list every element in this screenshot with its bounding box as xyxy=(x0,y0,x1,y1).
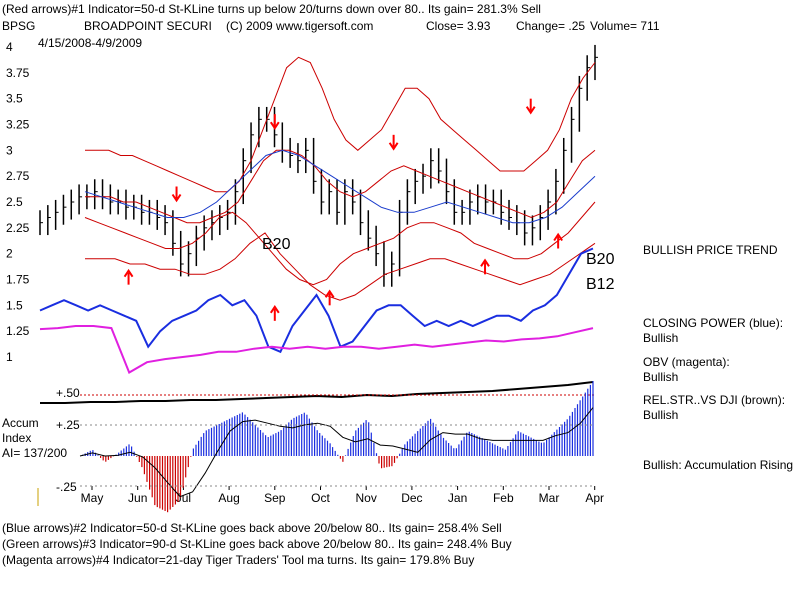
trend-note: BULLISH PRICE TREND xyxy=(643,243,778,257)
x-tick-label: Sep xyxy=(264,491,286,505)
y-tick-label: 4 xyxy=(6,40,13,54)
x-tick-label: Mar xyxy=(539,491,560,505)
x-tick-label: Nov xyxy=(356,491,377,505)
company-name: BROADPOINT SECURI xyxy=(84,19,212,33)
rel-strength-value: Bullish xyxy=(643,408,679,422)
band-mid-lower-line xyxy=(84,201,596,286)
accum-minus25-label: -.25 xyxy=(56,480,77,494)
obv-label: OBV (magenta): xyxy=(643,355,730,369)
y-tick-label: 2.75 xyxy=(6,169,30,183)
down-arrow xyxy=(171,186,182,203)
ai-value: AI= 137/200 xyxy=(2,446,68,460)
y-tick-label: 2 xyxy=(6,247,13,261)
accumulation-ma-line xyxy=(79,407,594,498)
index-title: Index xyxy=(2,431,32,445)
y-tick-label: 3 xyxy=(6,143,13,157)
b20-left-label: B20 xyxy=(262,236,291,253)
y-tick-label: 1.25 xyxy=(6,324,30,338)
accum-plus50-label: +.50 xyxy=(56,386,80,400)
y-tick-label: 3.5 xyxy=(6,92,23,106)
accum-rising-note: Bullish: Accumulation Rising xyxy=(643,458,794,472)
accum-plus25-label: +.25 xyxy=(56,418,80,432)
x-tick-label: Jan xyxy=(448,491,467,505)
up-arrow xyxy=(480,258,490,275)
b20-right-label: B20 xyxy=(586,251,615,268)
y-tick-label: 1.5 xyxy=(6,298,23,312)
footer-line2: (Green arrows)#3 Indicator=90-d St-KLine… xyxy=(2,537,512,551)
closing-power-line xyxy=(39,247,594,354)
x-tick-label: May xyxy=(81,491,104,505)
x-tick-label: Oct xyxy=(311,491,330,505)
closing-power-value: Bullish xyxy=(643,331,679,345)
ticker-symbol: BPSG xyxy=(2,19,36,33)
x-tick-label: Dec xyxy=(401,491,422,505)
moving-average-line xyxy=(84,149,596,224)
x-tick-label: Jul xyxy=(176,491,191,505)
y-tick-label: 3.75 xyxy=(6,66,30,80)
change-value: Change= .25 xyxy=(516,19,586,33)
up-arrow xyxy=(324,289,335,306)
band-lower-line xyxy=(85,232,596,301)
x-axis-ticks: May Jun Jul Aug Sep Oct Nov Dec Jan Feb Mar Apr xyxy=(81,486,604,505)
y-tick-label: 2.25 xyxy=(6,221,30,235)
band-mid-upper-line xyxy=(85,149,596,224)
volume-value: Volume= 711 xyxy=(590,19,660,33)
obv-line xyxy=(39,325,594,374)
down-arrow xyxy=(525,98,536,115)
y-tick-label: 3.25 xyxy=(6,118,30,132)
y-tick-label: 1.75 xyxy=(6,273,30,287)
y-tick-label: 2.5 xyxy=(6,195,23,209)
header-line1: (Red arrows)#1 Indicator=50-d St-KLine t… xyxy=(2,2,541,16)
relative-strength-line xyxy=(40,381,594,404)
close-value: Close= 3.93 xyxy=(426,19,491,33)
date-range: 4/15/2008-4/9/2009 xyxy=(38,36,143,50)
signal-arrows xyxy=(123,98,563,321)
footer-line3: (Magenta arrows)#4 Indicator=21-day Tige… xyxy=(2,553,475,567)
up-arrow xyxy=(553,232,563,249)
obv-value: Bullish xyxy=(643,370,679,384)
down-arrow xyxy=(388,134,399,151)
x-tick-label: Feb xyxy=(493,491,514,505)
rel-strength-label: REL.STR..VS DJI (brown): xyxy=(643,393,786,407)
x-tick-label: Apr xyxy=(585,491,604,505)
up-arrow xyxy=(123,268,134,285)
x-tick-label: Jun xyxy=(128,491,147,505)
band-upper-line xyxy=(85,56,596,193)
up-arrow xyxy=(269,305,280,321)
y-axis-ticks: 4 3.75 3.5 3.25 3 2.75 2.5 2.25 2 1.75 1.5 1.25 1 xyxy=(6,40,30,364)
accum-title: Accum xyxy=(2,416,39,430)
b12-right-label: B12 xyxy=(586,276,615,293)
copyright: (C) 2009 www.tigersoft.com xyxy=(226,19,374,33)
accumulation-histogram xyxy=(81,381,594,513)
down-arrow xyxy=(269,114,280,130)
x-tick-label: Aug xyxy=(218,491,239,505)
footer-line1: (Blue arrows)#2 Indicator=50-d St-KLine … xyxy=(2,521,502,535)
y-tick-label: 1 xyxy=(6,350,13,364)
closing-power-label: CLOSING POWER (blue): xyxy=(643,316,784,330)
